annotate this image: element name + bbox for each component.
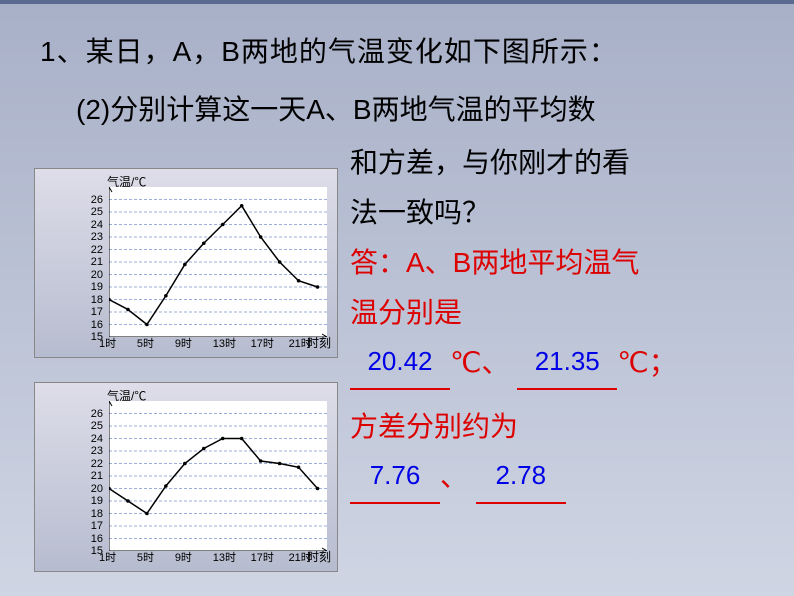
xtick: 5时 [137,335,154,351]
xtick: 17时 [251,335,274,351]
unit-1: ℃ [450,347,481,378]
xtick: 9时 [175,549,192,565]
right-text-block: 和方差，与你刚才的看 法一致吗？ 答：A、B两地平均温气 温分别是 20.42 ℃… [350,138,770,504]
ytick: 23 [85,231,103,243]
ytick: 22 [85,244,103,256]
unit-2: ℃ [617,347,648,378]
variance-label: 方差分别约为 [350,402,770,452]
chart-a-svg [109,187,327,337]
ytick: 25 [85,420,103,432]
xtick: 13时 [213,335,236,351]
line-2: 法一致吗？ [350,188,770,238]
ytick: 20 [85,483,103,495]
variance-line: 7.76 、 2.78 [350,452,770,504]
means-line: 20.42℃、 21.35℃； [350,338,770,390]
ytick: 19 [85,281,103,293]
xtick: 13时 [213,549,236,565]
sep-1: 、 [481,347,509,378]
xtick: 21时 [289,549,312,565]
var-a: 7.76 [370,460,421,490]
xtick: 1时 [99,549,116,565]
line-1: 和方差，与你刚才的看 [350,138,770,188]
semicolon: ； [649,347,677,378]
ytick: 24 [85,433,103,445]
xtick: 21时 [289,335,312,351]
ytick: 16 [85,319,103,331]
ytick: 23 [85,445,103,457]
chart-b: 气温/℃ 时刻 1516171819202122232425261时5时9时13… [34,382,338,572]
answer-line-2: 温分别是 [350,288,770,338]
var-b: 2.78 [495,460,546,490]
ytick: 26 [85,194,103,206]
ytick: 20 [85,269,103,281]
ytick: 17 [85,520,103,532]
xtick: 1时 [99,335,116,351]
subtitle: (2)分别计算这一天A、B两地气温的平均数 [76,88,596,128]
ytick: 26 [85,408,103,420]
xtick: 5时 [137,549,154,565]
xtick: 17时 [251,549,274,565]
chart-b-svg [109,401,327,551]
chart-a: 气温/℃ 时刻 1516171819202122232425261时5时9时13… [34,168,338,358]
ytick: 21 [85,470,103,482]
mean-b: 21.35 [535,346,600,376]
answer-line-1: 答：A、B两地平均温气 [350,238,770,288]
ytick: 21 [85,256,103,268]
ytick: 25 [85,206,103,218]
ytick: 18 [85,294,103,306]
ytick: 19 [85,495,103,507]
ytick: 16 [85,533,103,545]
ytick: 18 [85,508,103,520]
xtick: 9时 [175,335,192,351]
ytick: 24 [85,219,103,231]
ytick: 17 [85,306,103,318]
mean-a: 20.42 [367,346,432,376]
sep-2: 、 [440,461,468,492]
ytick: 22 [85,458,103,470]
title: 1、某日，A，B两地的气温变化如下图所示： [40,30,618,70]
